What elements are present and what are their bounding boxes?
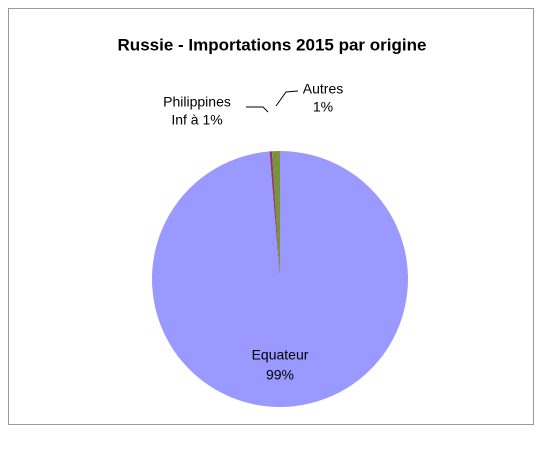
- slice-category-label: Autres: [303, 81, 343, 97]
- slice-value-label: 1%: [313, 99, 333, 115]
- slice-category-label: Philippines: [163, 94, 231, 110]
- slice-value-label: 99%: [266, 367, 294, 383]
- pie-slice: [271, 151, 280, 279]
- slice-category-label: Equateur: [252, 347, 309, 363]
- chart-title: Russie - Importations 2015 par origine: [118, 35, 427, 54]
- leader-line: [275, 90, 299, 107]
- slice-value-label: Inf à 1%: [171, 112, 222, 128]
- leader-line: [246, 106, 269, 113]
- pie-slice: [151, 151, 408, 407]
- pie-slice: [269, 151, 280, 279]
